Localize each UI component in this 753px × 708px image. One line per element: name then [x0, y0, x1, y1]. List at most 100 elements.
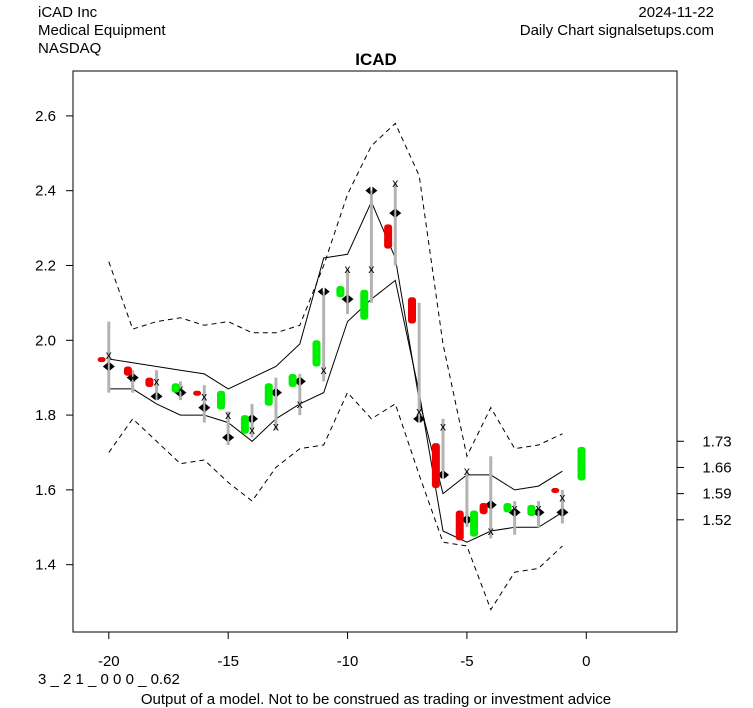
y-tick-label: 2.0	[35, 332, 56, 349]
down-bar	[193, 390, 202, 396]
x-tick-label: -10	[337, 653, 359, 670]
outer-lower-dashed-line	[108, 391, 563, 611]
x-marker: x	[297, 397, 303, 411]
y-axis: 1.4 1.6 1.8 2.0 2.2 2.4 2.6	[35, 108, 74, 574]
y-tick-label: 1.4	[35, 557, 56, 574]
down-bar	[97, 357, 106, 363]
x-tick-label: -5	[460, 653, 473, 670]
close-marker-left	[222, 433, 228, 442]
close-marker-right	[396, 209, 402, 218]
close-marker-left	[365, 186, 371, 195]
close-marker-right	[300, 377, 306, 386]
close-marker-right	[324, 287, 330, 296]
x-marker: x	[512, 502, 518, 516]
x-marker: x	[273, 419, 279, 433]
close-marker-right	[109, 362, 115, 371]
y-tick-label: 2.2	[35, 257, 56, 274]
bars-layer	[97, 224, 586, 541]
down-bar	[551, 488, 560, 494]
close-marker-right	[229, 433, 235, 442]
x-marker: x	[368, 262, 374, 276]
x-marker: x	[201, 389, 207, 403]
down-bar	[384, 224, 393, 249]
x-marker: x	[464, 464, 470, 478]
down-bar	[479, 502, 488, 515]
x-marker: x	[440, 419, 446, 433]
x-marker: x	[345, 262, 351, 276]
close-marker-right	[420, 414, 426, 423]
chart-title: ICAD	[355, 50, 397, 69]
x-tick-label: -20	[98, 653, 120, 670]
close-marker-right	[157, 392, 163, 401]
close-marker-right	[372, 186, 378, 195]
right-level-label: 1.52	[702, 512, 731, 529]
outer-upper-dashed-line	[108, 122, 563, 458]
right-level-label: 1.73	[702, 433, 731, 450]
close-marker-right	[133, 373, 139, 382]
close-marker-left	[413, 414, 419, 423]
close-marker-right	[491, 500, 497, 509]
chart-date: 2024-11-22	[638, 4, 714, 21]
close-marker-right	[515, 508, 521, 517]
x-marker: x	[249, 423, 255, 437]
y-tick-label: 2.4	[35, 183, 56, 200]
close-marker-left	[150, 392, 156, 401]
y-tick-label: 1.8	[35, 407, 56, 424]
right-level-label: 1.59	[702, 486, 731, 503]
x-marker: x	[392, 176, 398, 190]
up-bar	[240, 415, 249, 434]
disclaimer: Output of a model. Not to be construed a…	[141, 691, 611, 708]
down-bar	[455, 510, 464, 541]
close-marker-left	[317, 287, 323, 296]
x-marker: x	[536, 502, 542, 516]
close-marker-right	[181, 388, 187, 397]
up-bar	[171, 383, 180, 393]
chart-source: Daily Chart signalsetups.com	[520, 22, 714, 39]
right-level-label: 1.66	[702, 459, 731, 476]
up-bar	[470, 510, 479, 537]
up-bar	[360, 289, 369, 320]
x-tick-label: 0	[582, 653, 590, 670]
up-bar	[527, 504, 536, 517]
company-name: iCAD Inc	[38, 4, 98, 21]
up-bar	[336, 286, 345, 298]
close-marker-left	[389, 209, 395, 218]
close-marker-right	[539, 508, 545, 517]
up-bar	[503, 502, 512, 513]
close-marker-right	[276, 388, 282, 397]
x-marker: x	[106, 348, 112, 362]
up-bar	[288, 373, 297, 388]
up-bar	[264, 383, 273, 406]
close-marker-left	[341, 295, 347, 304]
bands-layer	[108, 122, 563, 611]
x-marker: x	[130, 371, 136, 385]
down-bar	[123, 366, 132, 376]
down-bar	[431, 443, 440, 489]
lower-band-line	[108, 279, 563, 543]
up-bar	[577, 446, 586, 481]
plot-frame	[72, 70, 678, 633]
sector-label: Medical Equipment	[38, 22, 166, 39]
close-marker-left	[508, 508, 514, 517]
down-bar	[408, 297, 417, 324]
x-marker: x	[321, 363, 327, 377]
x-marker: x	[559, 490, 565, 504]
x-marker: x	[488, 524, 494, 538]
right-level-axis: 1.73 1.66 1.59 1.52	[677, 433, 732, 529]
close-marker-left	[126, 373, 132, 382]
upper-band-line	[108, 200, 563, 495]
model-code: 3 _ 2 1 _ 0 0 0 _ 0.62	[38, 671, 180, 688]
up-bar	[312, 340, 321, 367]
x-marker: x	[154, 374, 160, 388]
down-bar	[145, 377, 154, 388]
close-marker-right	[253, 414, 259, 423]
close-marker-left	[198, 403, 204, 412]
x-marker: x	[225, 408, 231, 422]
x-tick-label: -15	[217, 653, 239, 670]
y-tick-label: 1.6	[35, 482, 56, 499]
x-marker: x	[177, 382, 183, 396]
close-marker-right	[563, 508, 569, 517]
exchange-label: NASDAQ	[38, 40, 101, 57]
close-marker-right	[205, 403, 211, 412]
